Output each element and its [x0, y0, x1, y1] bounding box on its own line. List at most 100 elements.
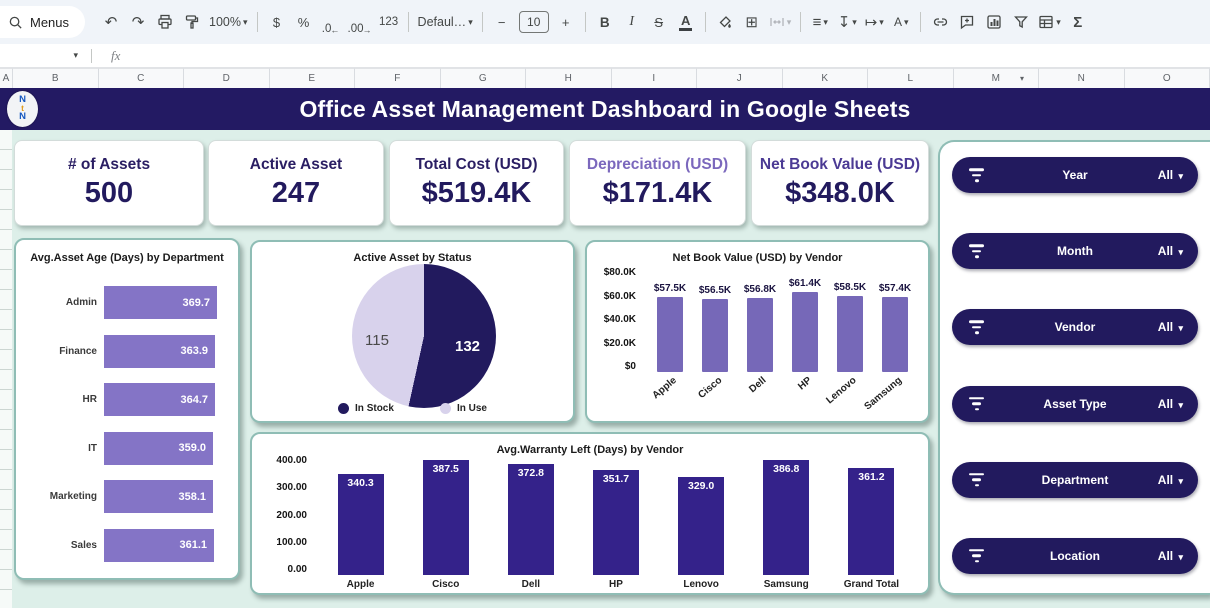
filter-icon [969, 244, 984, 258]
filter-year[interactable]: Year All ▾ [952, 157, 1198, 193]
vendor-column-dell: $56.8K Dell [742, 284, 778, 395]
column-header-l[interactable]: L [868, 68, 954, 88]
y-tick-label: 0.00 [287, 564, 307, 575]
vendor-column-lenovo: $58.5K Lenovo [825, 282, 868, 406]
bar-value-label: $58.5K [833, 282, 867, 293]
font-family-selector[interactable]: Defaul… ▾ [415, 9, 476, 35]
kpi-label: Total Cost (USD) [415, 156, 538, 173]
filter-views-button[interactable]: ▾ [1035, 9, 1064, 35]
text-rotation-button[interactable]: A ▾ [888, 9, 914, 35]
redo-button[interactable]: ↷ [125, 9, 151, 35]
x-tick-label: Dell [521, 579, 541, 590]
filter-department[interactable]: Department All ▾ [952, 461, 1198, 498]
print-button[interactable] [152, 9, 178, 35]
filter-value-dropdown[interactable]: All ▾ [1157, 244, 1183, 259]
increase-decimal-button[interactable]: .00 → [345, 9, 375, 35]
currency-icon: $ [272, 14, 281, 30]
increase-font-size-button[interactable]: + [553, 9, 579, 35]
legend-item-in-use[interactable]: In Use [439, 403, 487, 414]
filter-value-dropdown[interactable]: All ▾ [1157, 396, 1183, 411]
borders-icon: ⊞ [745, 13, 758, 31]
filter-label: Year [1062, 168, 1088, 182]
bar-value-label: $56.5K [698, 285, 732, 296]
horizontal-align-button[interactable]: ≡ ▾ [807, 9, 833, 35]
filter-icon-bar [972, 173, 981, 177]
x-tick-label: HP [609, 579, 623, 590]
filter-value-dropdown[interactable]: All ▾ [1157, 168, 1183, 182]
column-header-i[interactable]: I [611, 68, 697, 88]
kpi-card-#-of-assets: # of Assets 500 [14, 140, 204, 226]
filter-icon-bar [969, 396, 984, 400]
legend-item-in-stock[interactable]: In Stock [338, 403, 394, 414]
column-header-g[interactable]: G [440, 68, 526, 88]
fill-color-button[interactable] [712, 9, 738, 35]
menus-button[interactable]: Menus [0, 6, 86, 38]
filter-value-dropdown[interactable]: All ▾ [1157, 320, 1183, 335]
logo-letter: t [21, 103, 24, 114]
vendor-plot: $57.5K Apple $56.5K Cisco $56.8K Dell $61.4K HP… [643, 268, 922, 412]
font-size-input[interactable]: 10 [518, 11, 549, 33]
warranty-bar: 361.2 [848, 468, 895, 575]
column-header-b[interactable]: B [13, 68, 99, 88]
dept-bar-rows: Admin 369.7 Finance 363.9 HR 364.7 IT 359.0 Mark… [22, 286, 226, 562]
column-header-n[interactable]: N [1039, 68, 1125, 88]
insert-chart-button[interactable] [981, 9, 1007, 35]
insert-link-button[interactable] [927, 9, 953, 35]
arrow-icon: → [362, 25, 372, 35]
text-wrap-button[interactable]: ↦ ▾ [861, 9, 887, 35]
chevron-down-icon: ▾ [73, 50, 78, 60]
bar-value-label: $61.4K [788, 278, 822, 289]
paint-format-button[interactable] [179, 9, 205, 35]
column-header-f[interactable]: F [355, 68, 441, 88]
font-size-value: 10 [527, 15, 541, 29]
horizontal-align-icon: ≡ [812, 13, 822, 31]
zoom-control[interactable]: 100% ▾ [206, 9, 251, 35]
column-header-o[interactable]: O [1124, 68, 1210, 88]
column-header-j[interactable]: J [697, 68, 783, 88]
filter-vendor[interactable]: Vendor All ▾ [952, 309, 1198, 346]
warranty-bar: 372.8 [507, 464, 554, 575]
column-header-c[interactable]: C [98, 68, 184, 88]
chevron-down-icon: ▾ [903, 16, 909, 27]
warranty-plot-area: 400.00 300.00 200.00 100.00 0.00 340.3 Apple 3… [262, 456, 914, 591]
create-filter-button[interactable] [1008, 9, 1034, 35]
column-header-e[interactable]: E [269, 68, 355, 88]
strikethrough-button[interactable]: S [646, 9, 672, 35]
borders-button[interactable]: ⊞ [739, 9, 765, 35]
bold-button[interactable]: B [592, 9, 618, 35]
formula-input[interactable] [120, 44, 1210, 67]
decrease-font-size-button[interactable]: − [489, 9, 515, 35]
column-header-a[interactable]: A [0, 68, 13, 88]
logo-letter: N [19, 94, 26, 106]
format-percent-button[interactable]: % [291, 9, 317, 35]
filter-funnel-icon [1014, 16, 1029, 29]
filter-location[interactable]: Location All ▾ [952, 537, 1198, 574]
filter-value-dropdown[interactable]: All ▾ [1157, 548, 1183, 563]
functions-button[interactable]: Σ [1065, 9, 1091, 35]
merge-cells-button[interactable]: ▾ [766, 9, 795, 35]
column-header-d[interactable]: D [184, 68, 270, 88]
chevron-down-icon[interactable]: ▾ [1019, 74, 1024, 83]
filter-value-dropdown[interactable]: All ▾ [1157, 472, 1183, 487]
toolbar-divider [920, 12, 922, 32]
name-box[interactable]: ▾ [0, 44, 86, 67]
y-tick-label: 100.00 [276, 536, 307, 548]
column-header-m[interactable]: M ▾ [953, 68, 1039, 88]
paint-format-icon [185, 15, 199, 29]
more-formats-icon: 123 [378, 16, 399, 28]
filter-asset-type[interactable]: Asset Type All ▾ [952, 385, 1198, 422]
filter-icon [969, 473, 984, 487]
decrease-decimal-button[interactable]: .0 ← [318, 9, 344, 35]
text-color-button[interactable]: A [673, 9, 699, 35]
insert-comment-button[interactable] [954, 9, 980, 35]
vertical-align-button[interactable]: ↧ ▾ [834, 9, 860, 35]
column-header-k[interactable]: K [782, 68, 868, 88]
more-formats-button[interactable]: 123 [376, 9, 402, 35]
column-header-h[interactable]: H [526, 68, 612, 88]
pie-value-in-stock: 132 [455, 338, 481, 355]
filter-icon-bar [974, 560, 979, 563]
italic-button[interactable]: I [619, 9, 645, 35]
format-currency-button[interactable]: $ [264, 9, 290, 35]
undo-button[interactable]: ↶ [98, 9, 124, 35]
filter-month[interactable]: Month All ▾ [952, 233, 1198, 270]
